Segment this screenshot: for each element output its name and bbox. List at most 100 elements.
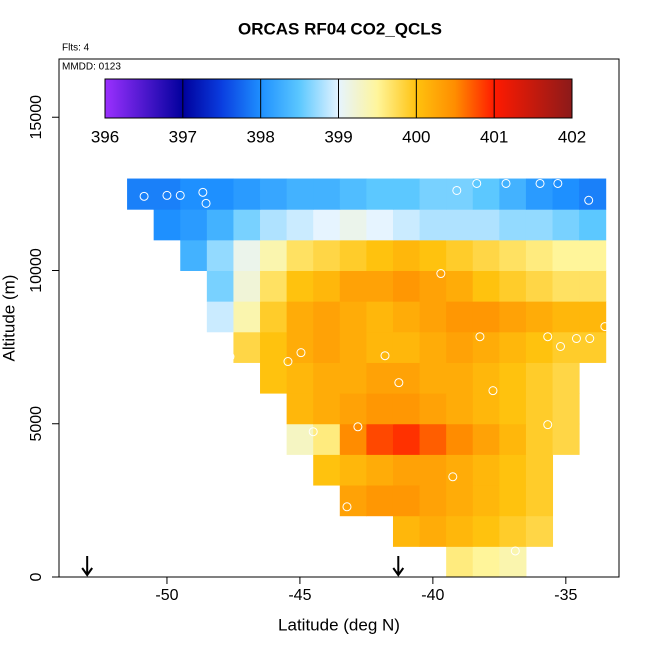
heat-cell — [366, 362, 394, 394]
heat-cell — [286, 362, 314, 394]
heat-cell — [525, 485, 554, 517]
heat-cell — [313, 393, 341, 425]
heat-cell — [446, 393, 474, 425]
heat-cell — [472, 239, 500, 271]
heat-cell — [419, 515, 447, 547]
sample-point — [198, 187, 208, 197]
heat-cell — [366, 331, 394, 363]
x-tick-label: -50 — [155, 587, 178, 604]
heat-cell — [446, 239, 474, 271]
sample-point — [553, 178, 563, 188]
heat-cell — [552, 362, 580, 394]
heat-cell — [339, 393, 367, 425]
heat-cell — [260, 301, 288, 333]
x-tick-label: -35 — [554, 587, 577, 604]
colorbar-tick-label: 400 — [402, 127, 430, 146]
flights-label: Flts: 4 — [62, 43, 90, 54]
heat-cell — [366, 178, 394, 210]
heat-cell — [339, 331, 367, 363]
colorbar-tick-label: 402 — [558, 127, 586, 146]
heat-cell — [313, 270, 341, 302]
colorbar-segment — [416, 79, 456, 118]
heat-cell — [286, 209, 314, 241]
heat-cell — [233, 301, 261, 333]
heat-cell — [446, 546, 474, 577]
x-tick-label: -45 — [288, 587, 311, 604]
heat-cell — [392, 423, 421, 455]
heat-cell — [579, 301, 607, 333]
heat-cell — [552, 209, 580, 241]
heat-cell — [525, 331, 554, 363]
heat-cell — [313, 454, 341, 486]
heat-cell — [419, 423, 447, 455]
heat-cell — [366, 239, 394, 271]
heat-cell — [419, 178, 447, 210]
heat-cell — [286, 270, 314, 302]
heat-cell — [339, 178, 367, 210]
heat-cell — [419, 209, 447, 241]
heat-cell — [233, 209, 261, 241]
heat-cell — [180, 178, 208, 210]
heat-cell — [472, 270, 500, 302]
heat-cell — [525, 393, 554, 425]
heat-cell — [499, 393, 527, 425]
heat-cell — [419, 239, 447, 271]
heat-cell — [206, 239, 234, 271]
sample-point — [571, 334, 581, 344]
heat-cell — [339, 301, 367, 333]
y-tick-label: 15000 — [28, 95, 45, 140]
sample-point — [225, 352, 235, 362]
plot-area — [127, 178, 610, 577]
colorbar-segment — [377, 79, 417, 118]
heat-cell — [525, 178, 554, 210]
heat-cell — [313, 209, 341, 241]
heat-cell — [499, 423, 527, 455]
heat-cell — [579, 331, 607, 363]
x-tick-label: -40 — [421, 587, 444, 604]
chart-title: ORCAS RF04 CO2_QCLS — [238, 19, 442, 38]
sample-point — [475, 332, 485, 342]
heat-cell — [392, 301, 421, 333]
sample-point — [283, 357, 293, 367]
colorbar-segment — [338, 79, 378, 118]
heat-cell — [392, 485, 421, 517]
heat-cell — [206, 209, 234, 241]
heat-cell — [446, 178, 474, 210]
sample-point — [296, 348, 306, 358]
sample-point — [308, 427, 318, 437]
heat-cell — [472, 546, 500, 577]
flight-arrow — [392, 556, 405, 577]
heat-cell — [446, 362, 474, 394]
heat-cell — [579, 239, 607, 271]
heat-cell — [180, 239, 208, 271]
heat-cell — [446, 331, 474, 363]
y-tick-label: 10000 — [28, 248, 45, 293]
heat-cell — [180, 209, 208, 241]
heat-cell — [366, 301, 394, 333]
heat-cell — [446, 270, 474, 302]
heat-cell — [446, 301, 474, 333]
heat-cell — [472, 362, 500, 394]
sample-point — [600, 322, 610, 332]
heat-cell — [286, 393, 314, 425]
heat-cell — [206, 301, 234, 333]
heat-cell — [472, 515, 500, 547]
colorbar-frame — [104, 78, 573, 119]
sample-point — [584, 195, 594, 205]
heat-cell — [499, 209, 527, 241]
heat-cell — [499, 178, 527, 210]
sample-point — [448, 472, 458, 482]
heat-cell — [286, 301, 314, 333]
heat-cell — [472, 393, 500, 425]
heat-cell — [392, 362, 421, 394]
heat-cell — [499, 515, 527, 547]
heat-cell — [392, 178, 421, 210]
heat-cell — [499, 239, 527, 271]
heat-cell — [392, 515, 421, 547]
heat-cell — [366, 485, 394, 517]
heat-cell — [206, 178, 234, 210]
sample-point — [201, 198, 211, 208]
heat-cell — [525, 301, 554, 333]
heat-cell — [260, 362, 288, 394]
